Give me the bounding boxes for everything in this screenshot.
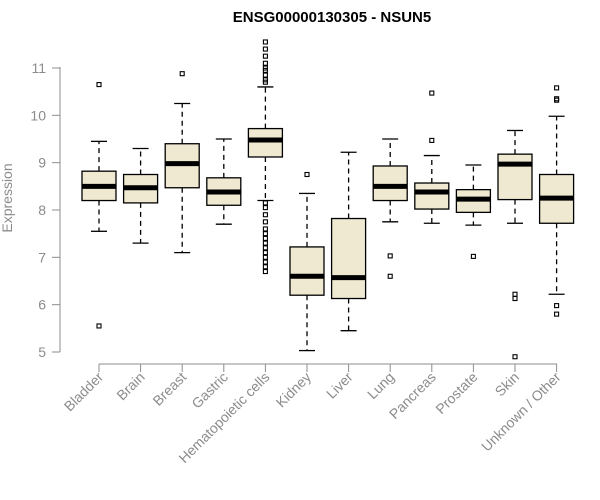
y-tick-label: 8 <box>38 202 46 218</box>
y-tick-label: 10 <box>30 107 46 123</box>
outlier-point <box>429 90 435 96</box>
boxes <box>81 39 575 360</box>
outlier-point <box>554 311 560 317</box>
outlier-point <box>262 254 268 260</box>
outlier-point <box>262 46 268 52</box>
box-group <box>372 138 408 279</box>
box-group <box>330 151 367 332</box>
y-tick-label: 9 <box>38 155 46 171</box>
outlier-point <box>262 200 268 206</box>
outlier-point <box>262 67 268 73</box>
outlier-point <box>262 72 268 78</box>
outlier-point <box>96 82 102 88</box>
x-tick-label: Breast <box>149 369 189 409</box>
box <box>247 127 284 158</box>
box <box>497 153 533 201</box>
outlier-point <box>262 212 268 218</box>
x-tick-label: Skin <box>492 369 523 400</box>
outlier-point <box>262 219 268 225</box>
box <box>414 182 450 210</box>
y-tick-label: 11 <box>31 60 46 76</box>
x-tick-label: Unknown / Other <box>478 369 564 455</box>
outlier-point <box>262 268 268 275</box>
outlier-point <box>470 253 476 259</box>
y-tick-label: 5 <box>38 344 46 360</box>
outlier-point <box>554 96 560 102</box>
x-tick-label: Prostate <box>432 369 480 417</box>
box-group <box>206 138 242 225</box>
box-group <box>122 147 159 244</box>
outlier-point <box>262 39 268 45</box>
y-tick-label: 6 <box>38 297 46 313</box>
outlier-point <box>262 53 268 59</box>
outlier-point <box>262 60 268 66</box>
outlier-point <box>262 231 268 237</box>
outlier-point <box>512 354 518 360</box>
box-group <box>247 39 284 275</box>
y-ticks: 5 6 7 8 9 10 11 <box>30 60 60 360</box>
outlier-point <box>387 273 393 279</box>
outlier-point <box>262 259 268 265</box>
box <box>372 165 408 202</box>
box <box>330 217 367 300</box>
x-tick-label: Lung <box>364 369 397 402</box>
x-tick-label: Brain <box>113 369 147 403</box>
box-group <box>81 82 117 329</box>
box-group <box>538 85 575 317</box>
outlier-point <box>262 264 268 270</box>
outlier-point <box>554 85 560 91</box>
outlier-point <box>262 226 268 232</box>
box-group <box>414 90 450 224</box>
x-tick-label: Bladder <box>61 369 107 415</box>
box <box>289 246 325 296</box>
x-tick-label: Liver <box>323 369 356 402</box>
outlier-point <box>512 291 518 297</box>
outlier-point <box>262 240 268 246</box>
y-tick-label: 7 <box>38 249 46 265</box>
outlier-point <box>512 295 518 302</box>
outlier-point <box>96 323 102 329</box>
outlier-point <box>262 245 268 251</box>
box-group <box>164 71 200 254</box>
outlier-point <box>262 79 268 85</box>
box-group <box>455 164 492 259</box>
chart-title: ENSG00000130305 - NSUN5 <box>233 9 431 26</box>
outlier-point <box>262 235 268 241</box>
outlier-point <box>179 71 185 77</box>
y-axis-label: Expression <box>0 163 15 232</box>
outlier-point <box>554 303 560 309</box>
box-group <box>497 129 533 360</box>
outlier-point <box>262 205 268 211</box>
x-tick-label: Kidney <box>273 369 315 411</box>
outlier-point <box>429 137 435 143</box>
outlier-point <box>262 250 268 256</box>
box-group <box>289 171 325 352</box>
outlier-point <box>304 171 310 178</box>
outlier-point <box>387 253 393 259</box>
outlier-point <box>554 97 560 103</box>
